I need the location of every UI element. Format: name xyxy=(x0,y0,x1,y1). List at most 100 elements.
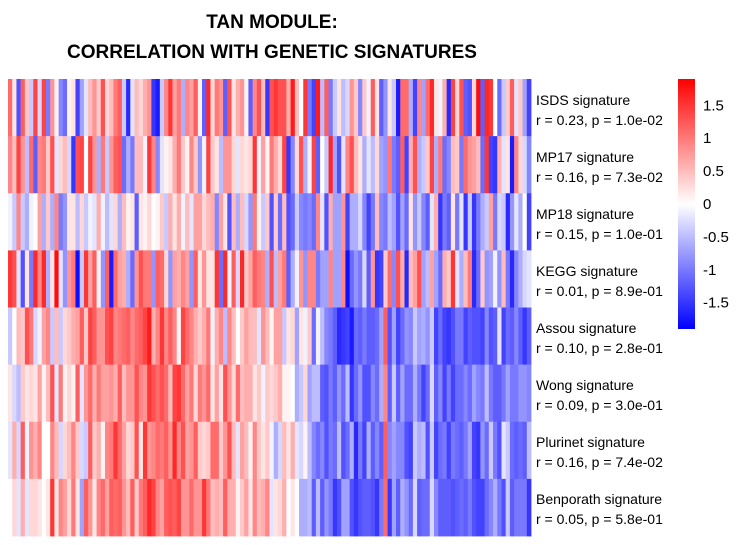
heatmap-cell-r2-c99 xyxy=(425,193,431,251)
heatmap-cell-r5-c84 xyxy=(362,364,367,423)
heatmap-cell-r5-c4 xyxy=(24,364,30,423)
heatmap-cell-r1-c35 xyxy=(155,136,161,194)
heatmap-cell-r1-c123 xyxy=(526,136,532,194)
heatmap-cell-r2-c101 xyxy=(433,193,439,251)
heatmap-cell-r3-c14 xyxy=(67,250,72,308)
heatmap-cell-r1-c84 xyxy=(362,136,367,194)
heatmap-cell-r7-c67 xyxy=(290,478,296,537)
heatmap-cell-r5-c59 xyxy=(256,364,262,423)
heatmap-cell-r2-c0 xyxy=(8,193,13,251)
heatmap-cell-r4-c59 xyxy=(256,307,262,366)
heatmap-cell-r4-c54 xyxy=(235,307,241,366)
heatmap-cell-r6-c30 xyxy=(134,421,140,480)
heatmap-cell-r7-c32 xyxy=(142,478,148,537)
heatmap-cell-r6-c48 xyxy=(210,421,216,480)
heatmap-cell-r4-c76 xyxy=(328,307,334,366)
heatmap-cell-r2-c79 xyxy=(341,193,346,251)
heatmap-cell-r2-c42 xyxy=(185,193,190,251)
heatmap-cell-r5-c73 xyxy=(315,364,321,423)
heatmap-cell-r3-c119 xyxy=(509,250,515,308)
heatmap-cell-r1-c86 xyxy=(370,136,376,194)
heatmap-cell-r0-c51 xyxy=(223,79,228,137)
heatmap-cell-r7-c112 xyxy=(480,478,486,537)
heatmap-cell-r6-c2 xyxy=(16,421,22,480)
heatmap-cell-r5-c107 xyxy=(459,364,464,423)
heatmap-cell-r2-c36 xyxy=(159,193,165,251)
heatmap-cell-r6-c69 xyxy=(299,421,304,480)
heatmap-cell-r4-c44 xyxy=(193,307,199,366)
row-label-kegg: KEGG signature xyxy=(536,263,638,279)
heatmap-cell-r4-c86 xyxy=(370,307,376,366)
heatmap-cell-r6-c61 xyxy=(265,421,270,480)
heatmap-cell-r3-c104 xyxy=(446,250,452,308)
heatmap-cell-r3-c11 xyxy=(54,250,60,308)
heatmap-cell-r6-c20 xyxy=(92,421,97,480)
heatmap-cell-r3-c16 xyxy=(75,250,81,308)
heatmap-cell-r6-c106 xyxy=(455,421,460,480)
heatmap-cell-r5-c27 xyxy=(121,364,127,423)
heatmap-cell-r3-c77 xyxy=(332,250,338,308)
heatmap-cell-r7-c48 xyxy=(210,478,216,537)
heatmap-cell-r0-c3 xyxy=(20,79,26,137)
heatmap-cell-r0-c104 xyxy=(446,79,452,137)
heatmap-cell-r2-c85 xyxy=(366,193,372,251)
heatmap-cell-r2-c66 xyxy=(286,193,291,251)
heatmap-cell-r6-c81 xyxy=(349,421,355,480)
heatmap-cell-r2-c15 xyxy=(71,193,76,251)
heatmap-cell-r4-c16 xyxy=(75,307,81,366)
heatmap-cell-r1-c107 xyxy=(459,136,464,194)
heatmap-cell-r5-c121 xyxy=(518,364,523,423)
heatmap-cell-r7-c20 xyxy=(92,478,97,537)
heatmap-cell-r0-c123 xyxy=(526,79,532,137)
heatmap-cell-r7-c23 xyxy=(105,478,110,537)
color-scale-tick-label: 0.5 xyxy=(703,163,724,180)
heatmap-cell-r5-c17 xyxy=(79,364,85,423)
heatmap-cell-r4-c0 xyxy=(8,307,13,366)
heatmap-cell-r1-c16 xyxy=(75,136,81,194)
heatmap-cell-r2-c113 xyxy=(484,193,490,251)
heatmap-cell-r1-c54 xyxy=(235,136,241,194)
heatmap-cell-r5-c64 xyxy=(277,364,283,423)
heatmap-cell-r0-c77 xyxy=(332,79,338,137)
heatmap-cell-r4-c56 xyxy=(244,307,249,366)
heatmap-cell-r5-c21 xyxy=(96,364,102,423)
heatmap-cell-r5-c88 xyxy=(379,364,384,423)
heatmap-cell-r7-c87 xyxy=(374,478,380,537)
heatmap-cell-r7-c2 xyxy=(16,478,22,537)
heatmap-cell-r5-c119 xyxy=(509,364,515,423)
heatmap-cell-r2-c37 xyxy=(164,193,169,251)
heatmap-cell-r3-c101 xyxy=(433,250,439,308)
heatmap-cell-r4-c36 xyxy=(159,307,165,366)
heatmap-cell-r3-c27 xyxy=(121,250,127,308)
heatmap-cell-r5-c9 xyxy=(45,364,51,423)
heatmap-cell-r4-c12 xyxy=(58,307,64,366)
heatmap-cell-r3-c41 xyxy=(180,250,186,308)
heatmap-cell-r1-c83 xyxy=(358,136,363,194)
heatmap-cell-r3-c48 xyxy=(210,250,216,308)
heatmap-cell-r1-c36 xyxy=(159,136,165,194)
heatmap-cell-r1-c111 xyxy=(476,136,481,194)
heatmap-cell-r3-c58 xyxy=(252,250,258,308)
heatmap-cell-r6-c77 xyxy=(332,421,338,480)
heatmap-cell-r1-c110 xyxy=(471,136,477,194)
heatmap-cell-r3-c46 xyxy=(202,250,207,308)
heatmap-cell-r7-c49 xyxy=(214,478,220,537)
heatmap-cell-r1-c57 xyxy=(248,136,254,194)
heatmap-cell-r5-c71 xyxy=(307,364,313,423)
heatmap-cell-r7-c41 xyxy=(180,478,186,537)
heatmap-cell-r0-c75 xyxy=(324,79,329,137)
heatmap-cell-r7-c52 xyxy=(227,478,232,537)
heatmap-cell-r0-c58 xyxy=(252,79,258,137)
heatmap-cell-r5-c99 xyxy=(425,364,431,423)
heatmap-cell-r1-c94 xyxy=(404,136,410,194)
heatmap-cell-r7-c28 xyxy=(126,478,131,537)
heatmap-cell-r6-c9 xyxy=(45,421,51,480)
heatmap-cell-r2-c81 xyxy=(349,193,355,251)
heatmap-cell-r2-c94 xyxy=(404,193,410,251)
heatmap-cell-r6-c39 xyxy=(172,421,178,480)
heatmap-cell-r4-c92 xyxy=(396,307,401,366)
row-stats-kegg: r = 0.01, p = 8.9e-01 xyxy=(536,283,663,299)
heatmap-cell-r2-c39 xyxy=(172,193,178,251)
heatmap-cell-r0-c70 xyxy=(303,79,308,137)
heatmap-cell-r6-c42 xyxy=(185,421,190,480)
